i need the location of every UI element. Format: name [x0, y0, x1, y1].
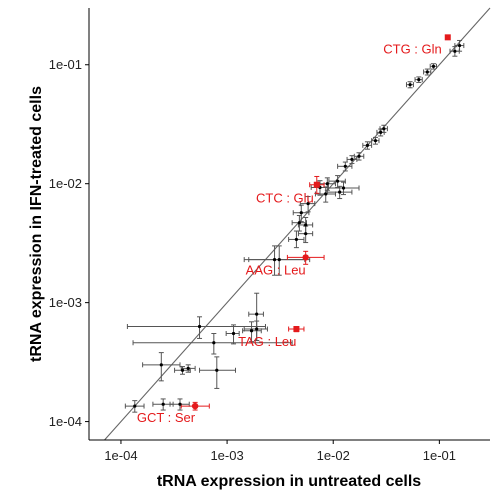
- y-axis-title: tRNA expression in IFN-treated cells: [28, 86, 45, 362]
- highlight-label: CTG : Gln: [383, 41, 442, 56]
- data-point: [425, 70, 429, 74]
- data-point: [379, 130, 383, 134]
- reference-line-layer: [104, 7, 491, 441]
- data-point: [304, 223, 308, 227]
- x-axis-title: tRNA expression in untreated cells: [157, 473, 421, 490]
- data-point: [336, 179, 340, 183]
- data-point: [357, 154, 361, 158]
- axes: 1e-04 1e-03 1e-02 1e-01 1e-041e-031e-021e-0…: [49, 8, 490, 463]
- x-tick-label: 1e-01: [423, 448, 456, 463]
- highlight-label: CTC : Glu: [256, 191, 314, 206]
- error-bars: [142, 352, 181, 382]
- y-tick-label: 1e-01: [49, 57, 82, 72]
- error-bars: [423, 68, 432, 76]
- data-point: [343, 164, 347, 168]
- data-point: [272, 258, 277, 262]
- data-point: [306, 202, 310, 206]
- x-tick-label: 1e-02: [317, 448, 350, 463]
- data-point: [180, 368, 185, 372]
- data-point: [255, 312, 259, 316]
- data-point: [277, 258, 281, 262]
- data-point: [431, 64, 436, 68]
- y-ticks: 1e-04 1e-03 1e-02 1e-01: [49, 57, 89, 429]
- y-tick-label: 1e-04: [49, 414, 82, 429]
- data-point: [324, 192, 328, 196]
- error-bar-layer: [124, 34, 465, 413]
- data-point: [159, 363, 163, 367]
- data-point: [453, 49, 457, 53]
- highlighted-point: [444, 34, 451, 41]
- identity-line: [104, 7, 491, 441]
- highlighted-point: [191, 402, 199, 410]
- point-layer: [133, 34, 462, 410]
- y-tick-label: 1e-03: [49, 295, 82, 310]
- data-point: [457, 43, 462, 48]
- error-bars: [429, 63, 438, 70]
- highlight-label: TAG : Leu: [238, 334, 296, 349]
- highlighted-point: [293, 326, 300, 333]
- data-point: [186, 366, 190, 370]
- data-point: [231, 331, 236, 336]
- data-point: [161, 402, 165, 406]
- data-point: [197, 324, 202, 329]
- data-point: [408, 83, 412, 87]
- data-point: [255, 327, 259, 331]
- y-tick-label: 1e-02: [49, 176, 82, 191]
- data-point: [373, 139, 378, 143]
- data-point: [341, 186, 346, 190]
- data-point: [338, 190, 342, 194]
- data-point: [294, 237, 299, 242]
- x-tick-label: 1e-03: [210, 448, 243, 463]
- highlighted-point: [313, 181, 320, 188]
- data-point: [249, 329, 254, 333]
- data-point: [178, 402, 182, 406]
- highlight-label: AAG : Leu: [246, 262, 306, 277]
- data-point: [350, 157, 354, 162]
- data-point: [212, 341, 216, 345]
- error-bars: [199, 356, 236, 389]
- data-point: [215, 368, 219, 372]
- x-ticks: 1e-04 1e-03 1e-02 1e-01: [104, 440, 456, 463]
- highlighted-point: [302, 254, 309, 261]
- data-point: [382, 127, 386, 131]
- data-point: [299, 211, 303, 215]
- annotation-layer: CTG : Gln CTC : Glu AAG : Leu TAG : Leu GCT …: [137, 41, 442, 425]
- data-point: [133, 404, 137, 408]
- data-point: [297, 221, 301, 225]
- data-point: [304, 232, 308, 236]
- data-point: [365, 143, 370, 147]
- highlight-label: GCT : Ser: [137, 410, 196, 425]
- data-point: [417, 78, 421, 82]
- x-tick-label: 1e-04: [104, 448, 137, 463]
- data-point: [325, 182, 329, 186]
